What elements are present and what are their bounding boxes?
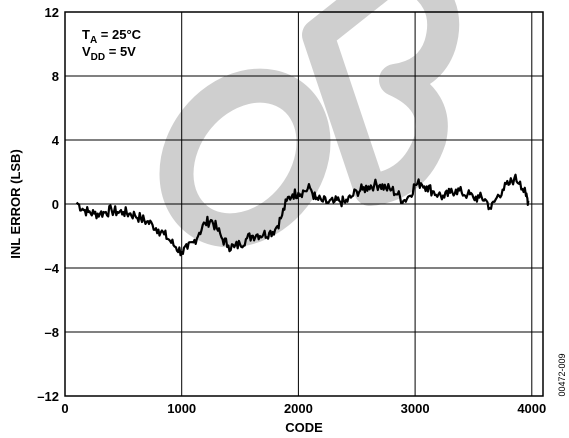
y-tick-label: –8 <box>45 325 59 340</box>
y-tick-label: 4 <box>52 133 60 148</box>
annotation-temperature-symbol: T <box>82 27 90 42</box>
x-tick-label: 1000 <box>167 401 196 416</box>
x-tick-label: 2000 <box>284 401 313 416</box>
annotation-supply-voltage: VDD = 5V <box>82 44 136 63</box>
grid-lines <box>65 12 543 396</box>
x-axis-label: CODE <box>285 420 323 435</box>
annotation-temperature-value: = 25°C <box>97 27 141 42</box>
inl-error-series-line <box>75 173 530 257</box>
y-tick-labels: –12 –8 –4 0 4 8 12 <box>37 5 59 404</box>
watermark <box>159 0 460 248</box>
annotation-supply-value: = 5V <box>105 44 136 59</box>
plot-frame <box>64 11 544 397</box>
y-tick-label: –4 <box>45 261 60 276</box>
x-tick-labels: 0 1000 2000 3000 4000 <box>61 401 546 416</box>
y-tick-label: 0 <box>52 197 59 212</box>
series-line-group <box>75 173 530 257</box>
watermark-letter-o <box>159 68 331 248</box>
figure-id: 00472-009 <box>557 353 567 396</box>
y-axis-label: INL ERROR (LSB) <box>8 149 23 259</box>
x-tick-label: 4000 <box>517 401 546 416</box>
annotation-supply-symbol: V <box>82 44 91 59</box>
watermark-letter-b <box>302 0 460 206</box>
y-tick-label: 12 <box>45 5 59 20</box>
y-tick-label: 8 <box>52 69 59 84</box>
annotation-temperature-subscript: A <box>90 35 97 46</box>
annotation-temperature: TA = 25°C <box>82 27 142 46</box>
annotation-supply-subscript: DD <box>91 52 105 63</box>
x-tick-label: 3000 <box>401 401 430 416</box>
y-tick-label: –12 <box>37 389 59 404</box>
x-tick-label: 0 <box>61 401 68 416</box>
